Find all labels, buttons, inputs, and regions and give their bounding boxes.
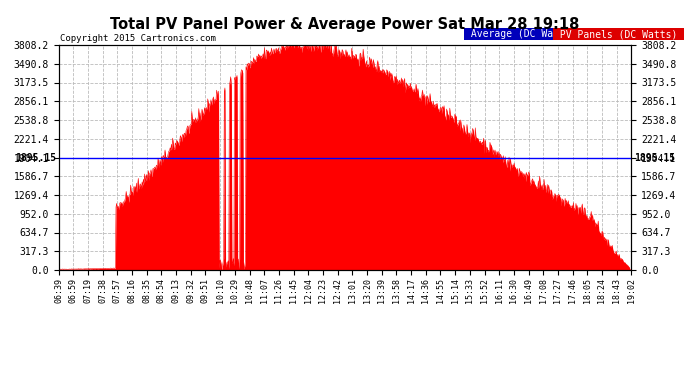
Text: Total PV Panel Power & Average Power Sat Mar 28 19:18: Total PV Panel Power & Average Power Sat… <box>110 17 580 32</box>
Text: Average (DC Watts): Average (DC Watts) <box>465 29 583 39</box>
Text: 1895.15: 1895.15 <box>634 153 676 163</box>
Text: PV Panels (DC Watts): PV Panels (DC Watts) <box>554 29 683 39</box>
Text: 1895.15: 1895.15 <box>14 153 56 163</box>
Text: Copyright 2015 Cartronics.com: Copyright 2015 Cartronics.com <box>60 34 216 43</box>
